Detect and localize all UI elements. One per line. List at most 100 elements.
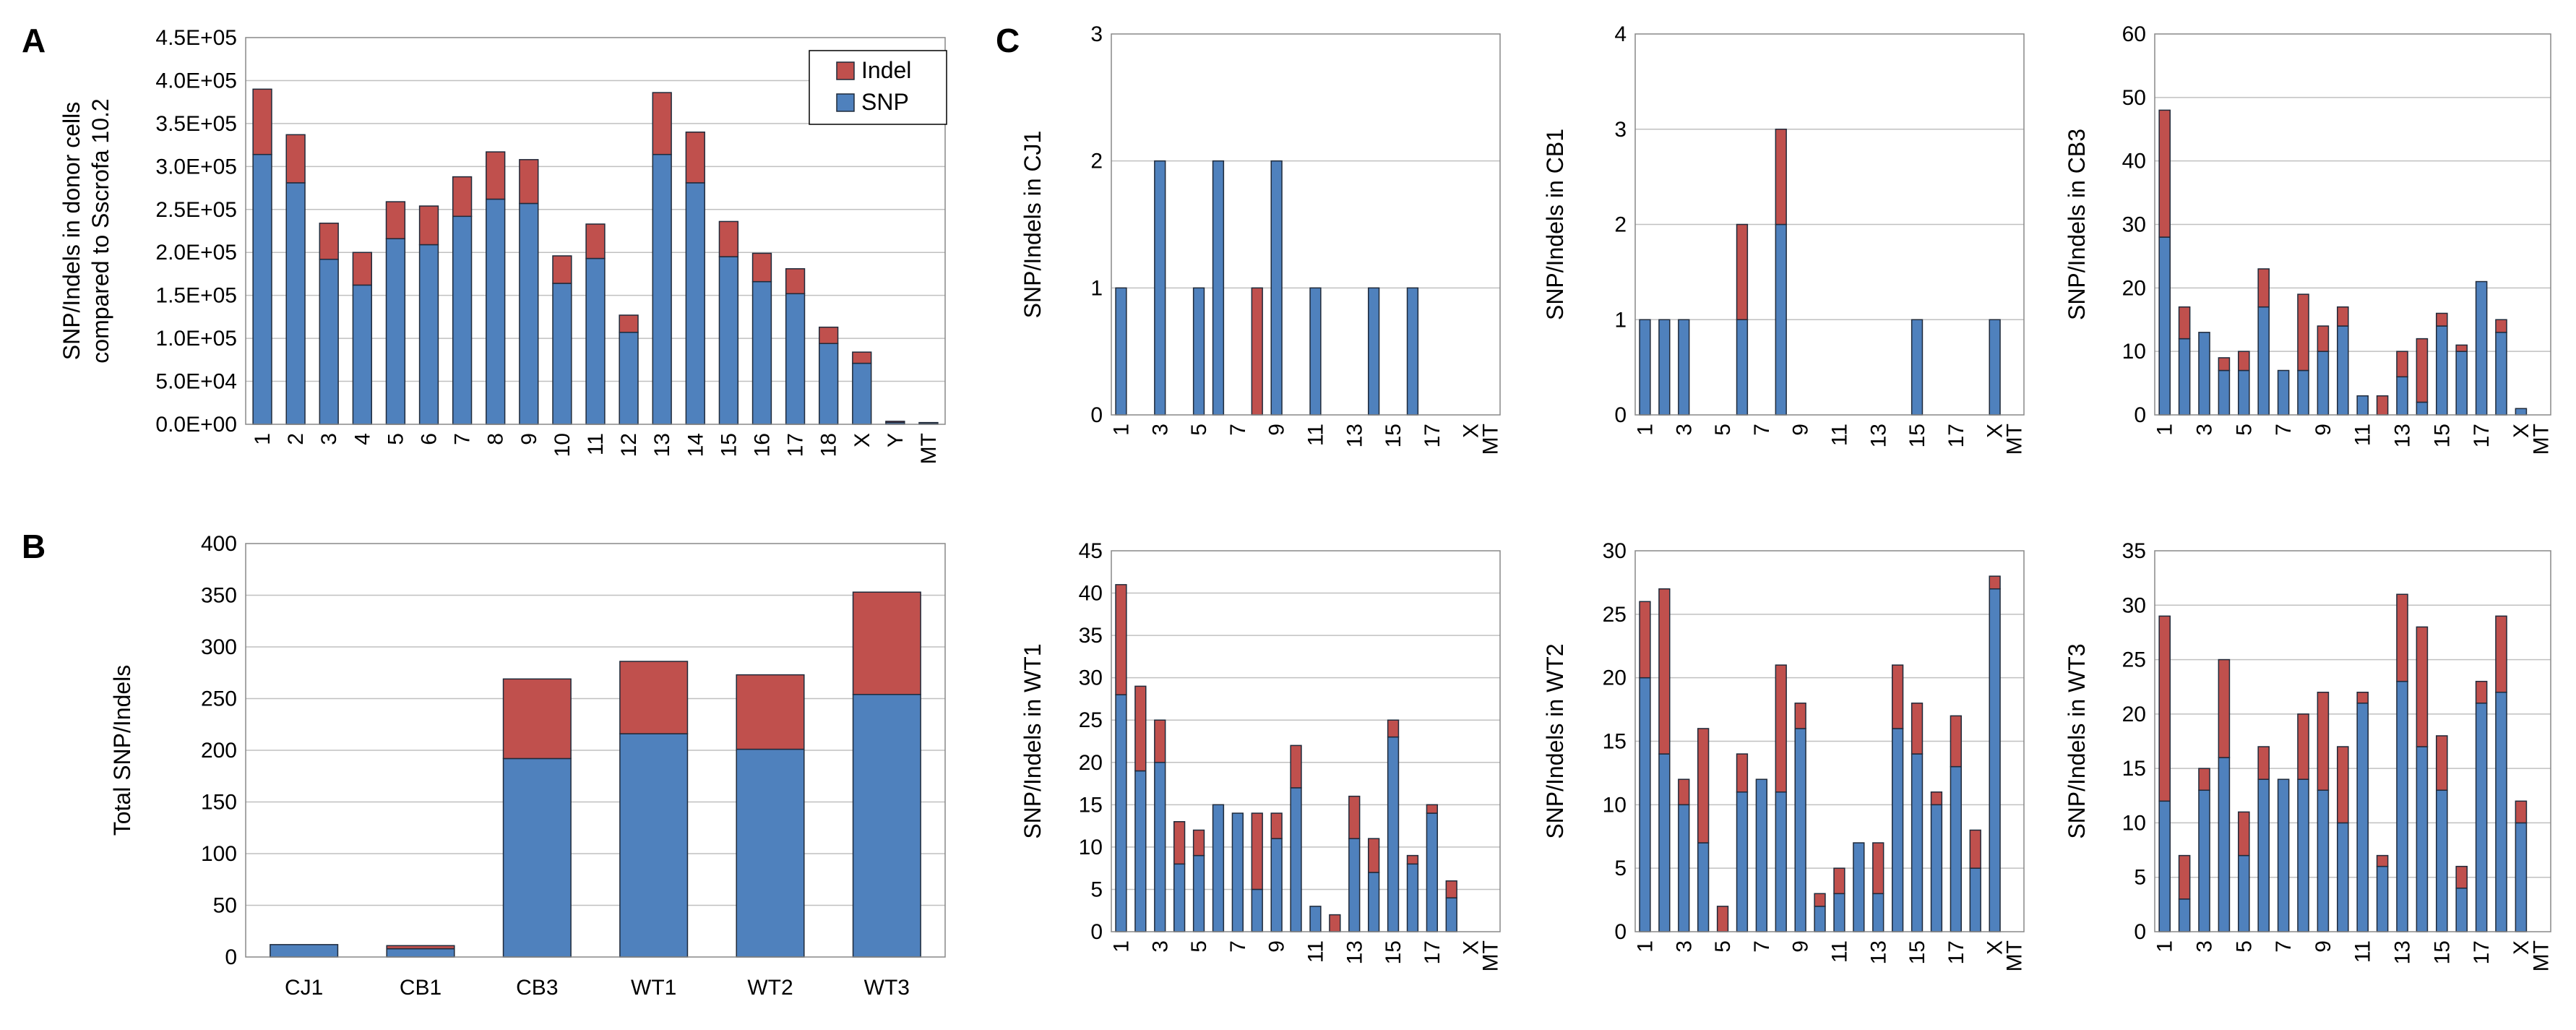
x-tick-label: 3 <box>2193 940 2217 953</box>
bar-snp <box>519 202 539 425</box>
bar-snp <box>319 258 339 425</box>
x-tick-label: 7 <box>1750 940 1774 953</box>
bar-snp <box>819 343 839 425</box>
bar-snp <box>1872 893 1884 932</box>
bar-snp <box>718 256 739 425</box>
x-tick-label: 3 <box>2193 424 2217 436</box>
x-tick-label: X <box>2510 940 2533 955</box>
y-axis-label: SNP/Indels in WT1 <box>1020 643 1046 838</box>
x-tick-label: 9 <box>1789 940 1813 953</box>
y-tick-label: 400 <box>201 532 237 556</box>
y-tick-label: 45 <box>1079 539 1103 563</box>
bar-snp <box>1134 770 1147 932</box>
bar-snp <box>2238 369 2250 416</box>
x-tick-label: 5 <box>2232 424 2256 436</box>
x-tick-label: 17 <box>2470 940 2494 964</box>
bar-indel <box>2317 691 2330 791</box>
bar-snp <box>270 944 339 958</box>
y-tick-label: 30 <box>1603 539 1627 563</box>
bar-snp <box>1406 287 1419 416</box>
bar-snp <box>2337 822 2349 932</box>
x-tick-label: 9 <box>2312 940 2335 953</box>
plot-frame <box>1634 33 2025 416</box>
y-axis-label: Total SNP/Indels <box>109 665 135 836</box>
y-tick-label: 40 <box>2122 150 2146 173</box>
bar-snp <box>1212 160 1225 416</box>
bar-snp <box>2515 408 2528 416</box>
x-tick-label: 11 <box>1827 424 1851 446</box>
bar-snp <box>2436 789 2448 932</box>
bar-snp <box>2416 746 2429 932</box>
bar-snp <box>1697 842 1710 932</box>
plot-frame <box>2154 550 2551 932</box>
bar-indel <box>2218 658 2231 758</box>
bar-snp <box>619 332 639 425</box>
bar-snp <box>1426 812 1438 932</box>
y-tick-label: 25 <box>2122 648 2146 672</box>
y-tick-label: 0 <box>1614 920 1627 944</box>
bar-snp <box>1775 223 1787 416</box>
x-tick-label: 11 <box>2351 424 2375 446</box>
y-tick-label: 5.0E+04 <box>155 370 237 394</box>
bar-snp <box>502 758 572 958</box>
x-tick-label: 17 <box>1944 940 1968 964</box>
panel-label-b: B <box>22 528 46 565</box>
y-tick-label: 1 <box>1090 276 1103 300</box>
x-tick-label: 1 <box>2153 940 2177 953</box>
legend-label-indel: Indel <box>861 57 911 83</box>
x-tick-label: 17 <box>784 433 808 457</box>
bar-snp <box>1736 791 1749 932</box>
x-tick-label: 3 <box>1148 940 1172 953</box>
bar-snp <box>685 182 705 425</box>
bar-indel <box>2376 395 2389 416</box>
bar-snp <box>2416 401 2429 416</box>
bar-indel <box>2396 351 2408 378</box>
bar-indel <box>2317 325 2330 352</box>
x-tick-label: 11 <box>2351 940 2375 963</box>
y-axis-label: SNP/Indels in donor cells <box>59 102 85 361</box>
bar-indel <box>1775 129 1787 226</box>
bar-indel <box>2436 735 2448 791</box>
bar-indel <box>1387 719 1400 738</box>
bar-snp <box>1192 287 1205 416</box>
bar-indel <box>1736 223 1749 320</box>
bar-indel <box>1736 753 1749 793</box>
bar-indel <box>2257 746 2270 780</box>
bar-snp <box>1445 897 1457 932</box>
bar-indel <box>2178 306 2191 340</box>
bar-snp <box>2178 898 2191 932</box>
bar-indel <box>2515 800 2528 824</box>
y-tick-label: 20 <box>2122 276 2146 300</box>
bar-indel <box>1192 829 1205 857</box>
bar-indel <box>252 88 272 155</box>
y-tick-label: 0 <box>225 945 237 969</box>
plot-frame <box>1111 33 1501 416</box>
bar-snp <box>2396 680 2408 932</box>
bar-indel <box>502 678 572 760</box>
bar-snp <box>1853 842 1865 932</box>
y-tick-label: 20 <box>1603 666 1627 690</box>
x-tick-label: MT <box>2529 940 2553 971</box>
bar-snp <box>1270 160 1283 416</box>
x-tick-label: 9 <box>517 433 541 445</box>
bar-snp <box>751 280 772 425</box>
x-tick-label: X <box>850 433 874 447</box>
y-tick-label: 5 <box>2134 866 2146 890</box>
bar-snp <box>352 284 372 425</box>
x-tick-label: 7 <box>1226 424 1250 436</box>
y-tick-label: 50 <box>2122 86 2146 110</box>
x-tick-label: X <box>1983 940 2007 955</box>
x-tick-label: 13 <box>2391 940 2415 964</box>
bar-snp <box>2317 351 2330 416</box>
x-tick-label: MT <box>2529 424 2553 455</box>
x-tick-label: 9 <box>1789 424 1813 436</box>
bar-snp <box>1794 728 1806 932</box>
bar-indel <box>2158 109 2171 238</box>
x-tick-label: X <box>1983 424 2007 438</box>
bar-indel <box>1930 791 1943 806</box>
bar-snp <box>552 283 572 425</box>
y-tick-label: 50 <box>213 894 237 918</box>
bar-indel <box>585 223 606 259</box>
bar-indel <box>1348 795 1361 839</box>
